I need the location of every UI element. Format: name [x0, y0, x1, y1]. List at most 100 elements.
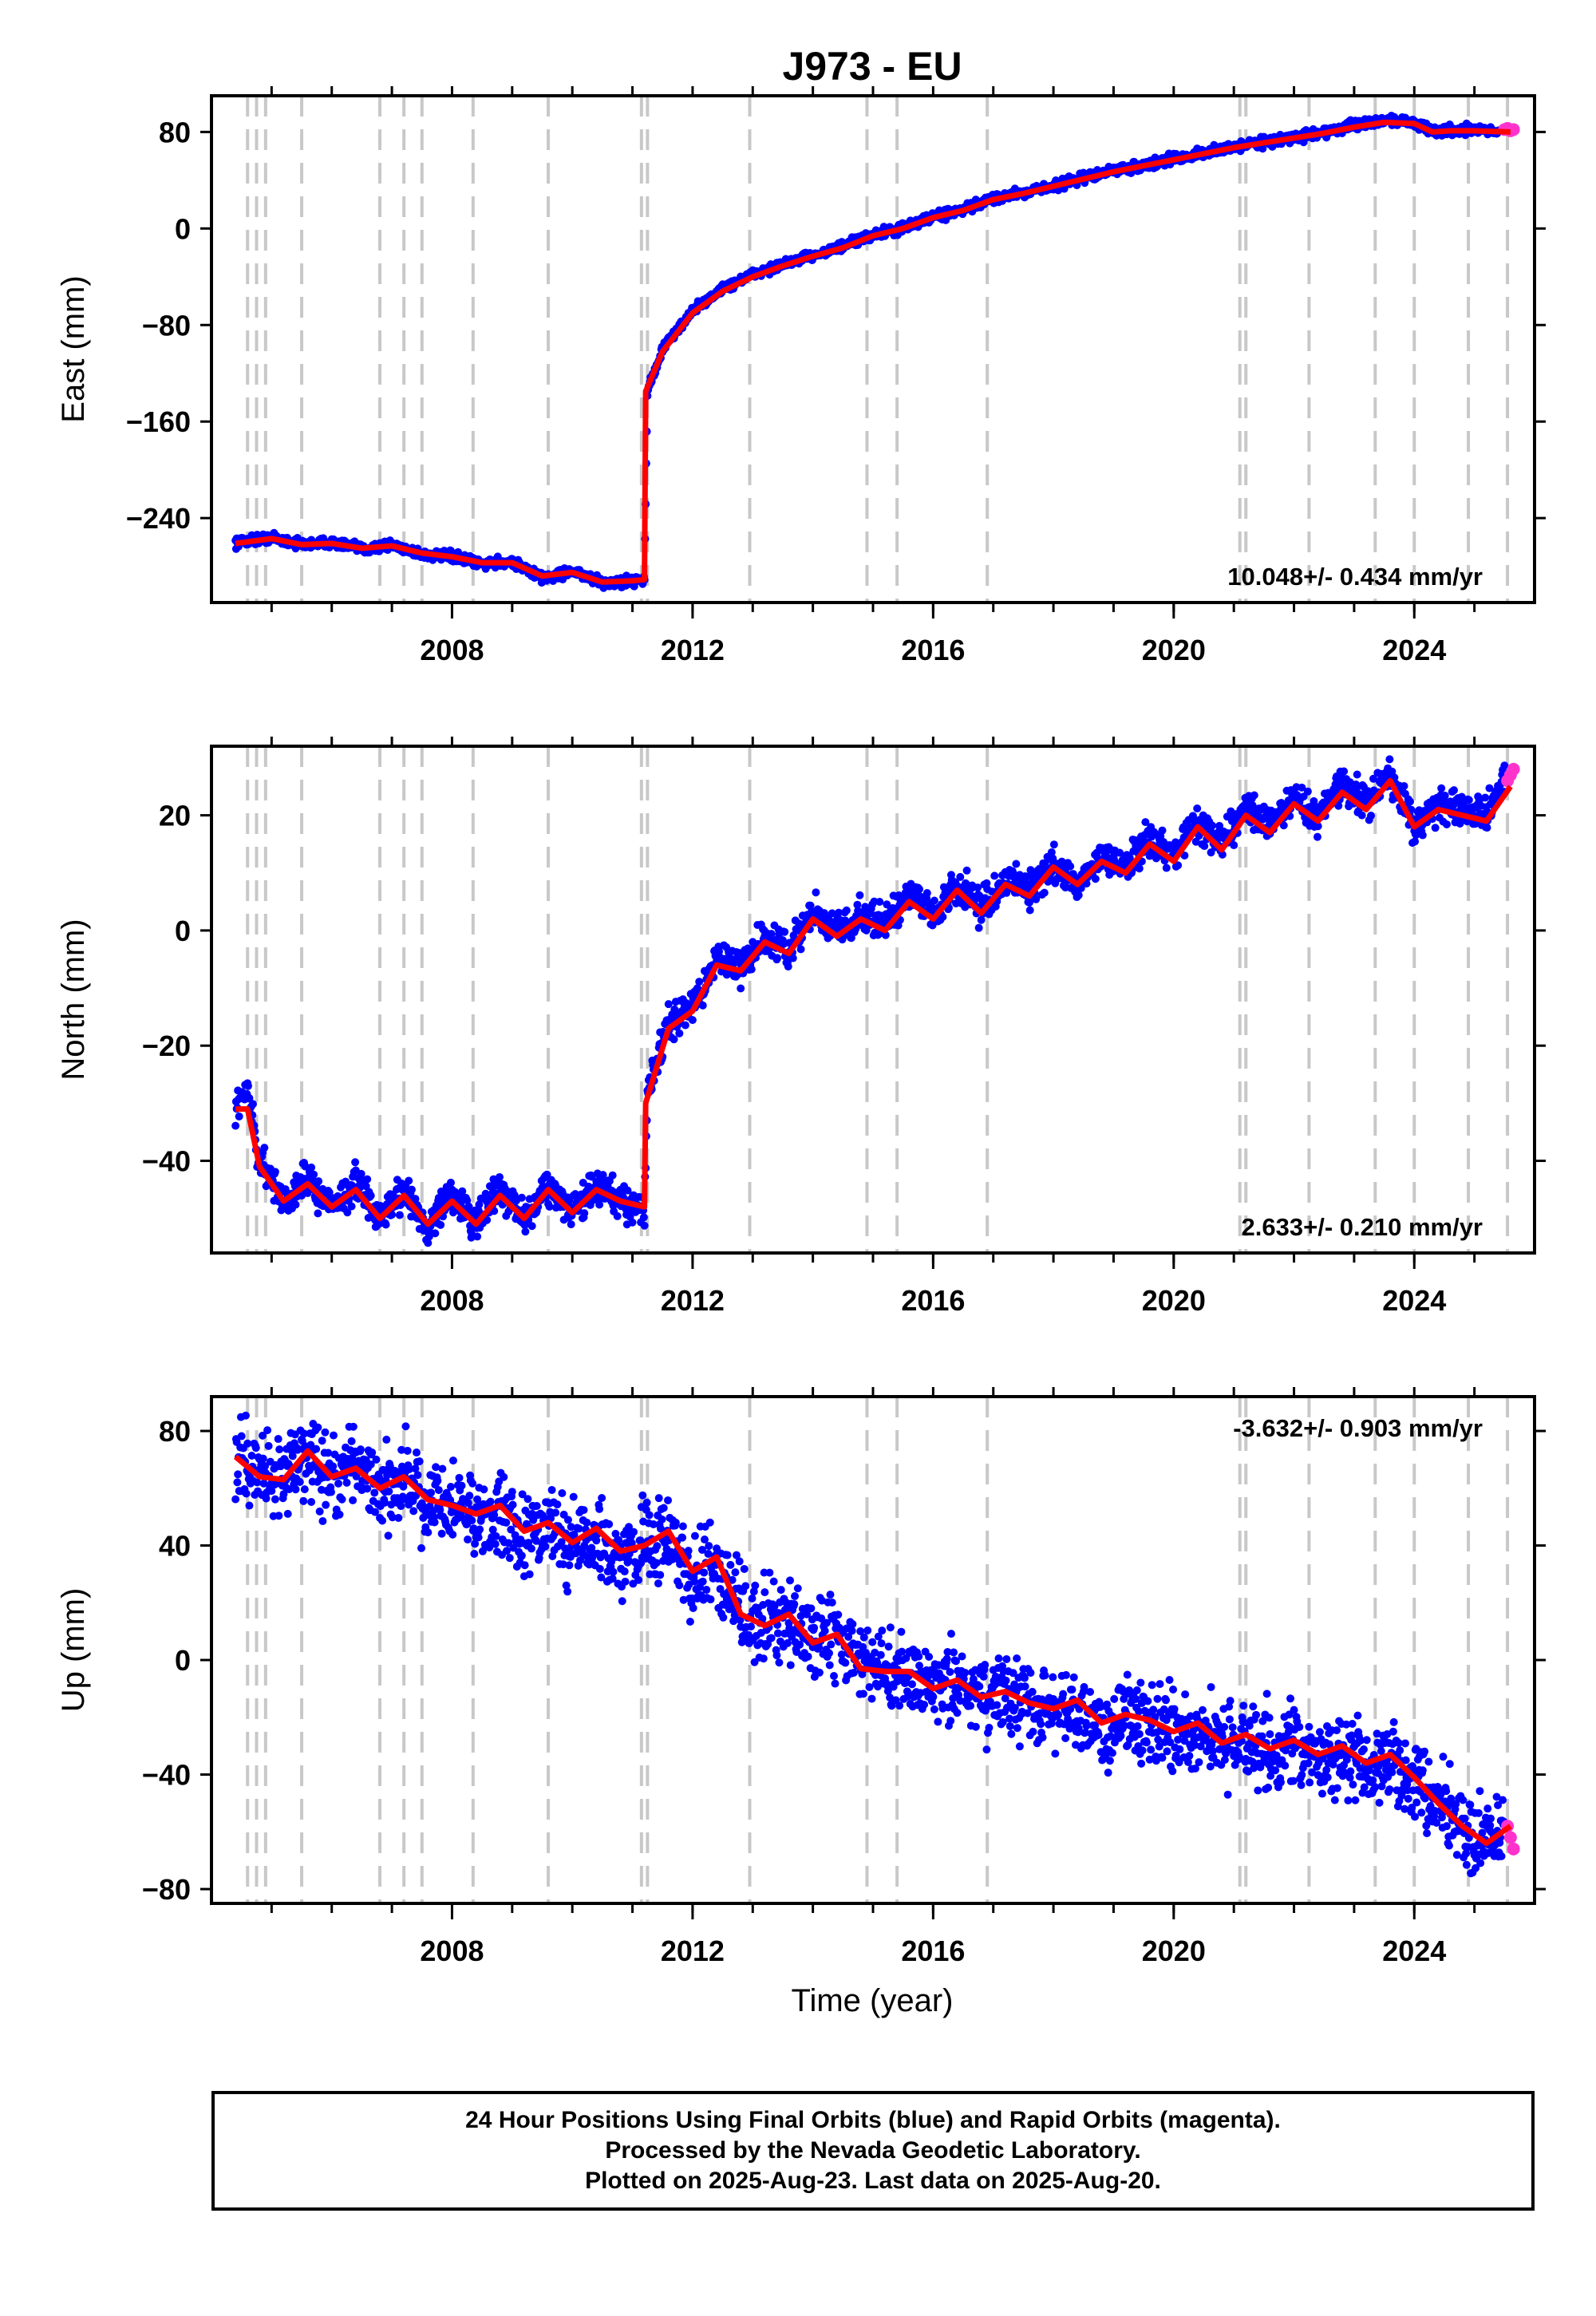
- up-final-point: [245, 1501, 254, 1510]
- north-final-point: [828, 909, 836, 918]
- north-final-point: [1191, 837, 1200, 846]
- up-final-point: [486, 1497, 495, 1506]
- up-final-point: [262, 1494, 271, 1503]
- north-final-point: [1141, 818, 1150, 827]
- north-final-point: [1314, 822, 1322, 831]
- up-final-point: [465, 1492, 474, 1500]
- north-final-point: [855, 891, 864, 899]
- north-final-point: [671, 1006, 680, 1015]
- east-y-tick-label-1: 0: [175, 212, 191, 245]
- up-final-point: [567, 1523, 575, 1531]
- up-final-point: [384, 1531, 393, 1540]
- north-rapid-point-2: [1507, 762, 1520, 776]
- up-final-point: [283, 1509, 292, 1518]
- north-final-point: [1411, 837, 1420, 846]
- north-final-point: [773, 954, 782, 962]
- up-final-point: [413, 1471, 422, 1480]
- up-final-point: [370, 1488, 379, 1497]
- up-final-point: [503, 1547, 512, 1555]
- east-x-tick-label-2: 2016: [901, 634, 965, 666]
- up-final-point: [430, 1518, 439, 1527]
- up-final-point: [437, 1529, 446, 1538]
- up-final-point: [436, 1505, 444, 1514]
- up-final-point: [363, 1484, 372, 1493]
- up-final-point: [541, 1542, 550, 1551]
- up-final-point: [291, 1485, 300, 1494]
- north-final-point: [1049, 840, 1058, 849]
- north-final-point: [1485, 784, 1494, 792]
- north-final-point: [1279, 821, 1288, 830]
- up-final-point: [565, 1561, 574, 1570]
- up-final-point: [259, 1479, 268, 1488]
- north-final-point: [788, 954, 797, 962]
- up-final-point: [532, 1502, 541, 1511]
- north-final-point: [473, 1232, 482, 1241]
- up-final-point: [275, 1512, 283, 1520]
- north-final-point: [1298, 783, 1306, 792]
- east-x-tick-label-3: 2020: [1142, 634, 1206, 666]
- up-final-point: [324, 1448, 333, 1457]
- north-final-point: [875, 930, 883, 939]
- north-final-point: [974, 883, 982, 892]
- up-final-point: [508, 1488, 516, 1496]
- up-final-point: [234, 1470, 243, 1479]
- north-final-point: [271, 1168, 279, 1176]
- up-final-point: [368, 1448, 377, 1457]
- north-final-point: [675, 1029, 684, 1037]
- north-final-point: [698, 1001, 707, 1010]
- up-final-point: [409, 1507, 418, 1516]
- north-final-point: [1400, 781, 1408, 790]
- north-final-point: [784, 962, 792, 971]
- up-final-point: [275, 1445, 284, 1454]
- north-y-tick-label-0: 20: [159, 800, 191, 832]
- north-final-point: [314, 1209, 322, 1218]
- north-final-point: [922, 889, 931, 898]
- up-final-point: [247, 1452, 256, 1460]
- up-final-point: [267, 1487, 276, 1496]
- north-final-point: [670, 1035, 678, 1044]
- north-final-point: [1057, 857, 1066, 866]
- up-final-point: [507, 1525, 516, 1534]
- north-final-point: [260, 1144, 269, 1152]
- up-final-point: [518, 1490, 527, 1499]
- north-final-point: [343, 1208, 352, 1217]
- north-final-point: [463, 1196, 472, 1205]
- up-final-point: [356, 1445, 365, 1454]
- north-y-axis-label: North (mm): [56, 919, 91, 1080]
- up-final-point: [562, 1581, 571, 1590]
- up-final-point: [433, 1476, 442, 1485]
- up-final-point: [382, 1435, 391, 1444]
- up-final-point: [279, 1490, 288, 1499]
- north-final-point: [231, 1121, 240, 1130]
- up-final-point: [446, 1483, 455, 1492]
- north-final-point: [853, 900, 862, 909]
- north-final-point: [1074, 891, 1083, 899]
- up-final-point: [558, 1488, 567, 1497]
- up-final-point: [500, 1472, 508, 1481]
- up-final-point: [378, 1516, 387, 1525]
- north-final-point: [927, 903, 936, 911]
- up-final-point: [385, 1487, 393, 1496]
- up-final-point: [285, 1485, 294, 1494]
- north-final-point: [598, 1171, 607, 1180]
- up-final-point: [471, 1539, 480, 1548]
- up-final-point: [312, 1445, 321, 1453]
- north-final-point: [1125, 854, 1134, 863]
- up-final-point: [427, 1488, 436, 1497]
- north-final-point: [1091, 875, 1100, 883]
- up-final-point: [397, 1445, 406, 1454]
- north-final-point: [395, 1211, 404, 1219]
- up-final-point: [403, 1446, 412, 1455]
- north-final-point: [1369, 774, 1378, 783]
- east-model-line: [235, 119, 1511, 585]
- up-final-point: [476, 1525, 484, 1534]
- up-final-point: [329, 1462, 338, 1471]
- north-final-point: [613, 1211, 622, 1220]
- north-final-point: [1437, 784, 1446, 792]
- north-final-point: [446, 1178, 455, 1187]
- east-y-tick-label-0: 80: [159, 116, 191, 148]
- up-final-point: [295, 1478, 304, 1487]
